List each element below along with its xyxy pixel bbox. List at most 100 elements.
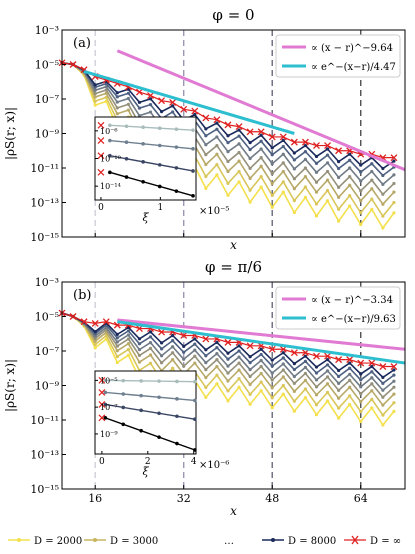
data-point [290, 138, 298, 146]
data-point [348, 378, 352, 382]
data-point [270, 371, 274, 375]
data-point [171, 345, 175, 349]
data-point [193, 112, 197, 117]
data-point [237, 150, 241, 155]
data-point [115, 349, 119, 353]
data-point [292, 374, 296, 379]
fit-legend-box [275, 286, 401, 330]
data-point [337, 388, 341, 392]
data-point [115, 360, 119, 365]
data-point [325, 153, 330, 157]
data-point [337, 381, 341, 385]
data-point [93, 99, 97, 103]
inset-point [121, 405, 126, 410]
data-point [171, 358, 175, 362]
data-point [281, 190, 285, 194]
data-point [359, 385, 363, 389]
data-point [392, 159, 396, 163]
data-point [237, 368, 241, 372]
data-point [115, 112, 119, 116]
data-point [359, 372, 363, 376]
data-point [248, 361, 252, 365]
data-point [324, 142, 332, 150]
data-point [314, 180, 319, 184]
data-point [237, 128, 241, 132]
data-point [281, 169, 285, 174]
x-axis-label: x [230, 238, 237, 252]
data-point [292, 367, 296, 372]
data-point [237, 385, 241, 389]
data-point [237, 134, 241, 138]
data-point [148, 330, 153, 334]
inset-point [193, 417, 197, 421]
data-point [348, 166, 352, 170]
data-point [126, 91, 130, 95]
data-point [359, 392, 363, 396]
inset-plot: 10⁻⁵ 10⁻⁷ 10⁻⁹ 0 2 4 ξ ×10⁻⁶ [94, 370, 229, 478]
data-point [115, 355, 119, 359]
legend-label: D = 8000 [288, 536, 336, 547]
inset-point [124, 124, 129, 129]
data-point [148, 97, 153, 101]
data-point [137, 353, 142, 358]
data-point [292, 210, 296, 215]
x-tick-label: 64 [354, 492, 368, 505]
data-point [357, 359, 365, 367]
y-axis-label: |ρS(r; x)| [3, 359, 17, 412]
data-point [137, 348, 142, 352]
data-point [303, 166, 308, 170]
data-point [226, 159, 230, 164]
inset-point [175, 441, 179, 446]
data-point [337, 160, 341, 164]
data-point [204, 375, 208, 380]
series-line [60, 61, 396, 178]
data-point [325, 199, 330, 203]
legend-marker [271, 538, 275, 542]
fit-legend-label: ∝ (x − r)^−3.34 [311, 295, 393, 306]
data-point [148, 103, 153, 107]
data-point [159, 354, 164, 358]
inset-point [157, 411, 161, 416]
data-point [204, 174, 208, 179]
inset-extrapolated-point [97, 152, 105, 160]
legend-label: … [224, 536, 234, 547]
y-tick-label: 10⁻³ [35, 24, 59, 37]
data-point [381, 214, 385, 218]
inset-point [103, 416, 108, 420]
data-point [215, 345, 219, 350]
data-point [137, 342, 142, 346]
data-point [370, 376, 374, 380]
data-point [237, 159, 241, 163]
data-point [224, 121, 232, 129]
data-point [270, 146, 274, 150]
inset-plot: 10⁻⁶ 10⁻¹⁰ 10⁻¹⁴ 0 1ξ ×10⁻⁵ [94, 116, 229, 224]
data-point [313, 352, 320, 360]
data-point [248, 374, 252, 379]
data-point [281, 383, 285, 388]
data-point [248, 382, 252, 387]
data-point [148, 353, 153, 357]
data-point [270, 386, 274, 390]
data-point [381, 226, 385, 230]
data-point [368, 359, 376, 367]
inset-point [174, 189, 179, 193]
data-point [135, 88, 143, 96]
data-point [104, 88, 108, 92]
inset-x-label: ξ [142, 465, 149, 478]
inset-y-tick-label: 10⁻¹⁰ [100, 155, 121, 164]
data-point [303, 395, 308, 400]
data-point [370, 397, 374, 401]
data-point [248, 402, 252, 406]
data-point [226, 193, 230, 197]
panel-label: (b) [73, 288, 91, 303]
data-point [193, 342, 197, 346]
inset-extrapolated-point [97, 121, 105, 129]
data-point [270, 162, 274, 166]
inset-point [139, 408, 143, 413]
data-point [279, 133, 287, 141]
data-point [237, 142, 241, 146]
inset-point [157, 126, 162, 131]
legend-label: D = ∞ [370, 536, 401, 547]
data-point [159, 341, 164, 345]
data-point [292, 187, 296, 191]
